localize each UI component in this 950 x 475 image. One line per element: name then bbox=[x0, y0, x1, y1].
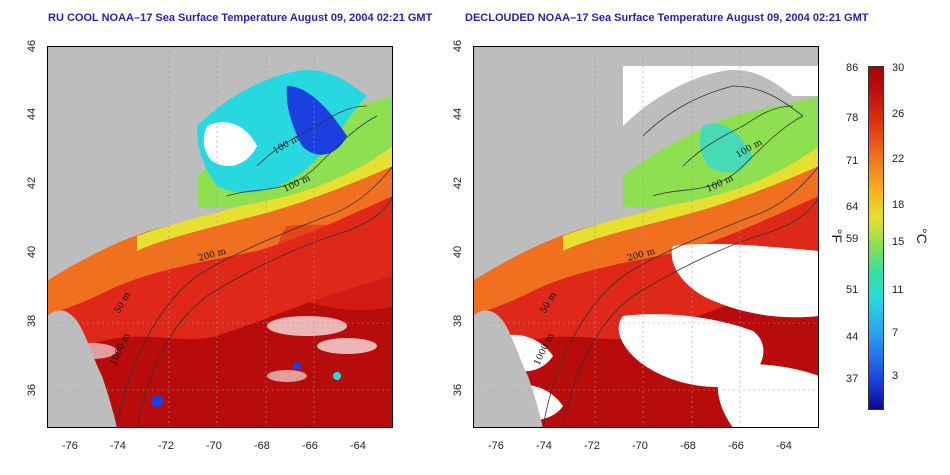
lon-label-70-right: -70 bbox=[632, 440, 648, 452]
lon-label-68-right: -68 bbox=[680, 440, 696, 452]
lon-label-76-right: -76 bbox=[488, 440, 504, 452]
lat-label-38-left: 38 bbox=[26, 314, 39, 328]
colorbar-f-tick: 86 bbox=[846, 62, 859, 74]
lat-label-40-right: 40 bbox=[452, 245, 465, 259]
lat-label-44-right: 44 bbox=[452, 107, 465, 121]
colorbar-f-tick: 64 bbox=[846, 201, 859, 213]
lat-label-36-right: 36 bbox=[452, 383, 465, 397]
colorbar-c-tick: 26 bbox=[892, 108, 905, 120]
lon-label-70-left: -70 bbox=[206, 440, 222, 452]
right-map-title: DECLOUDED NOAA–17 Sea Surface Temperatur… bbox=[465, 12, 869, 24]
raw-sst-map-image: 100 m 100 m 200 m 50 m 1000 m bbox=[47, 46, 393, 428]
raw-sst-map[interactable]: 100 m 100 m 200 m 50 m 1000 m bbox=[47, 46, 393, 428]
colorbar-f-tick: 51 bbox=[846, 284, 859, 296]
lat-label-42-left: 42 bbox=[26, 176, 39, 190]
colorbar-c-tick: 11 bbox=[892, 284, 904, 296]
colorbar-f-tick: 44 bbox=[846, 331, 859, 343]
lat-label-42-right: 42 bbox=[452, 176, 465, 190]
colorbar-f-tick: 78 bbox=[846, 112, 859, 124]
colorbar-c-tick: 15 bbox=[892, 236, 905, 248]
lat-label-36-left: 36 bbox=[26, 383, 39, 397]
lon-label-68-left: -68 bbox=[254, 440, 270, 452]
lon-label-66-right: -66 bbox=[728, 440, 744, 452]
colorbar-f-tick: 59 bbox=[846, 233, 859, 245]
left-map-title: RU COOL NOAA–17 Sea Surface Temperature … bbox=[48, 12, 433, 24]
colorbar-f-tick: 71 bbox=[846, 155, 859, 167]
celsius-unit-label: °C bbox=[913, 228, 930, 244]
colorbar-c-tick: 3 bbox=[892, 370, 899, 382]
lon-label-72-right: -72 bbox=[584, 440, 600, 452]
declouded-sst-map[interactable]: 100 m 100 m 200 m 50 m 1000 m bbox=[473, 46, 819, 428]
lon-label-74-right: -74 bbox=[536, 440, 552, 452]
lon-label-66-left: -66 bbox=[302, 440, 318, 452]
colorbar-c-tick: 7 bbox=[892, 327, 899, 339]
colorbar-f-tick: 37 bbox=[846, 373, 859, 385]
colorbar-c-tick: 18 bbox=[892, 199, 905, 211]
lon-label-74-left: -74 bbox=[110, 440, 126, 452]
lon-label-64-left: -64 bbox=[350, 440, 366, 452]
lat-label-46-left: 46 bbox=[26, 39, 39, 53]
colorbar-c-tick: 30 bbox=[892, 62, 905, 74]
lat-label-46-right: 46 bbox=[452, 39, 465, 53]
fahrenheit-unit-label: °F bbox=[829, 228, 846, 244]
lon-label-76-left: -76 bbox=[62, 440, 78, 452]
declouded-sst-map-image: 100 m 100 m 200 m 50 m 1000 m bbox=[473, 46, 819, 428]
colorbar-c-tick: 22 bbox=[892, 153, 905, 165]
lon-label-64-right: -64 bbox=[776, 440, 792, 452]
lat-label-38-right: 38 bbox=[452, 314, 465, 328]
temperature-colorbar bbox=[868, 66, 884, 410]
lat-label-44-left: 44 bbox=[26, 107, 39, 121]
lon-label-72-left: -72 bbox=[158, 440, 174, 452]
lat-label-40-left: 40 bbox=[26, 245, 39, 259]
